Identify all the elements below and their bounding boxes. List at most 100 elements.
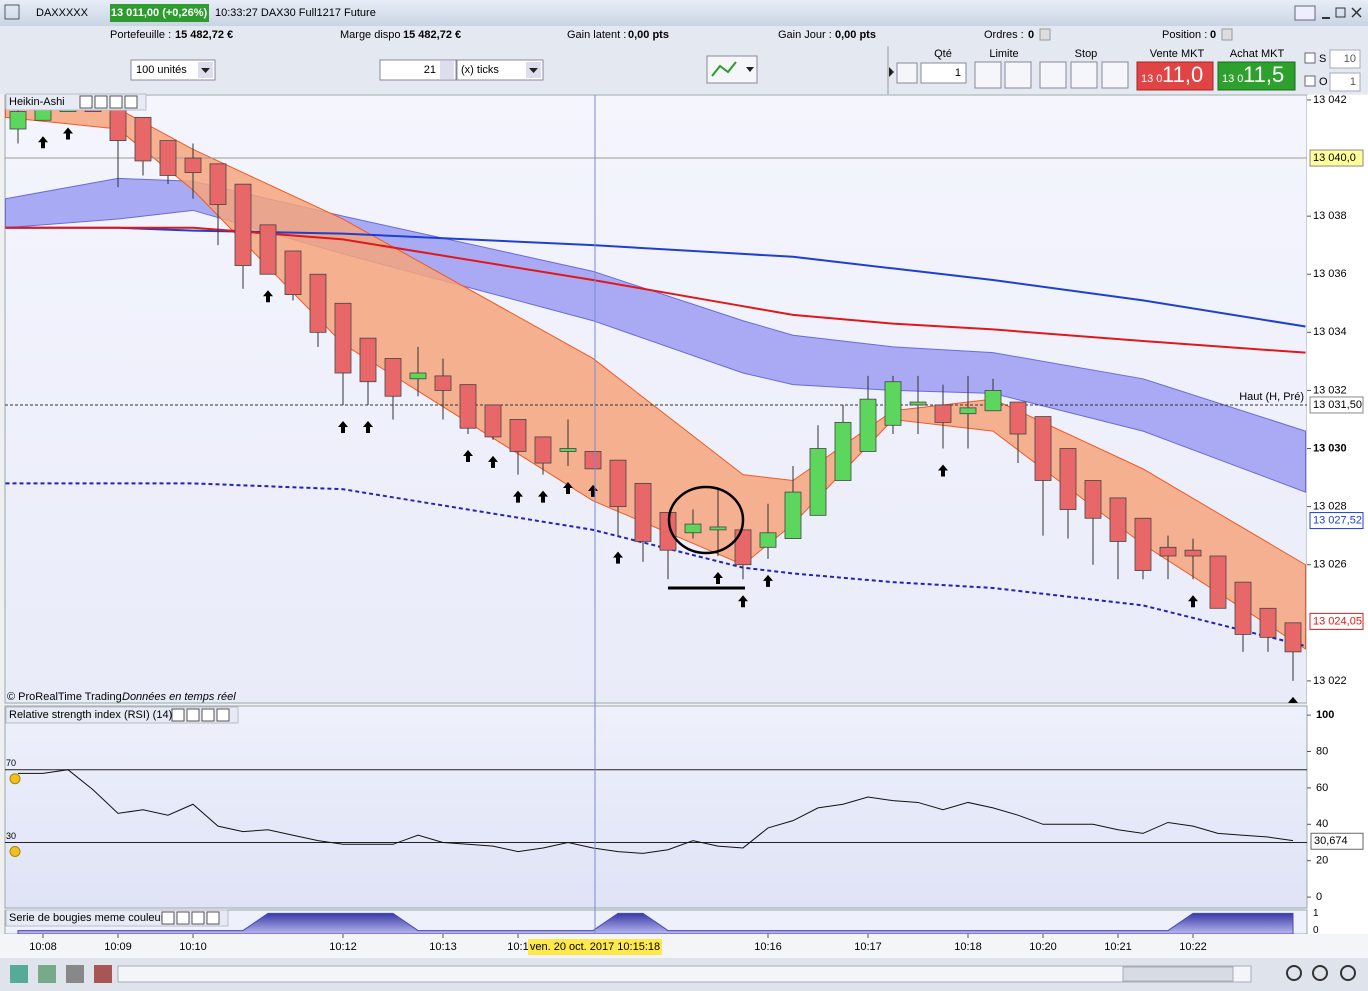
checkbox[interactable] [1304,52,1316,64]
panel-icon[interactable] [206,911,220,925]
price-marker [1309,512,1364,530]
menu-button[interactable] [1294,5,1316,21]
stop-button[interactable] [1101,61,1129,89]
sell-price: 11,0 [1162,62,1203,87]
candle-body [209,163,227,205]
qty-input[interactable] [920,62,967,84]
symbol[interactable]: DAXXXXX [36,7,89,19]
candle-body [1084,480,1102,519]
candle-body [9,111,27,130]
y-tick-label: 1 [1313,908,1319,919]
stop-button[interactable] [1039,61,1067,89]
sell-button[interactable] [1136,61,1214,91]
panel-icon[interactable] [201,708,215,722]
spinner[interactable] [440,61,454,79]
label: Gain Jour : [778,29,832,41]
ticks-unit-select[interactable] [456,59,544,81]
ticks-unit: (x) ticks [461,64,499,76]
checkbox[interactable] [1304,75,1316,87]
signal-arrow [488,455,498,468]
candle-body [1059,448,1077,510]
ticks-input[interactable] [379,59,457,81]
buy-button[interactable] [1217,61,1296,91]
series-area [17,912,1294,934]
credit: © ProRealTime Trading [7,691,122,703]
s-input[interactable] [1329,49,1361,69]
panel-icon[interactable] [186,708,200,722]
moving-average [5,226,1306,354]
instrument-info: 10:33:27 DAX30 Full1217 Future [215,7,376,19]
candle-body [309,273,327,333]
rsi-line [18,769,1294,854]
zoom-out[interactable] [1312,965,1328,981]
candle-body [1284,622,1302,653]
panel-icon[interactable] [161,911,175,925]
rsi-current [1310,832,1364,850]
y-tick-label: 13 036 [1313,268,1347,280]
label: Ordres : [984,29,1024,41]
y-tick-label: 13 038 [1313,210,1347,222]
settings-button[interactable] [896,62,918,84]
qty: 1 [955,67,961,79]
panel-icon[interactable] [94,95,108,109]
signal-arrow [63,127,73,140]
panel-icon[interactable] [191,911,205,925]
panel-icon[interactable] [79,95,93,109]
limit-buy-button[interactable] [974,61,1002,89]
maximize-button[interactable] [1335,7,1346,18]
candle-body [934,404,952,423]
alert-bell [9,773,21,785]
level-label: 30 [6,831,16,841]
candle-body [184,157,202,173]
x-tick-label: 10:20 [1029,941,1057,953]
chart-type-button[interactable] [706,55,758,84]
tool-icon[interactable] [38,965,56,983]
icon[interactable] [1039,28,1051,41]
x-tick-label: 10:16 [754,941,782,953]
o-input[interactable] [1329,72,1361,92]
candle-body [834,421,852,481]
tool-icon[interactable] [94,965,112,983]
price-marker [1309,149,1364,167]
crosshair-label-box [528,939,662,955]
label: Position : [1162,29,1207,41]
buy-label: Achat MKT [1230,48,1285,60]
panel-icon[interactable] [216,708,230,722]
stop-button[interactable] [1070,61,1098,89]
zoom-in[interactable] [1286,965,1302,981]
candle-body [559,448,577,452]
scrollbar[interactable] [117,965,1252,983]
candle-body [709,526,727,531]
signal-arrow [738,595,748,608]
x-tick-label: 10:08 [29,941,57,953]
tool-icon[interactable] [10,965,28,983]
y-tick-label: 13 032 [1313,384,1347,396]
units-select[interactable] [130,59,216,81]
panel-icon[interactable] [171,708,185,722]
limit-sell-button[interactable] [1004,61,1032,89]
panel-icon[interactable] [109,95,123,109]
icon[interactable] [1221,28,1233,41]
candle-body [234,183,252,266]
label: Portefeuille : [110,29,171,41]
collapse-arrow[interactable] [889,67,894,77]
scroll-thumb[interactable] [1122,966,1234,982]
value: 0 [1028,29,1034,41]
panel-icon[interactable] [176,911,190,925]
close-button[interactable] [1351,7,1362,18]
candle-body [1034,416,1052,481]
zoom-reset[interactable] [1340,965,1356,981]
y-tick-label: 13 028 [1313,501,1347,513]
x-tick-label: 10:18 [954,941,982,953]
candle-body [259,224,277,275]
o-label: O [1319,76,1328,88]
tool-icon[interactable] [66,965,84,983]
signal-arrow [563,481,573,494]
y-tick-label: 0 [1316,891,1322,903]
icon [711,61,737,77]
o-value: 1 [1350,76,1356,88]
candle-body [609,459,627,508]
panel-icon[interactable] [124,95,138,109]
account-bar [0,26,1368,44]
